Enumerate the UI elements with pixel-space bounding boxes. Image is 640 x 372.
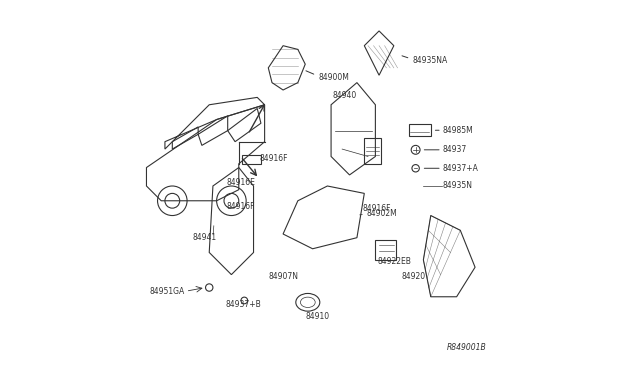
Text: 84951GA: 84951GA xyxy=(150,287,185,296)
Text: 84937+B: 84937+B xyxy=(226,300,262,310)
Text: 84922EB: 84922EB xyxy=(377,257,411,266)
Text: 84935NA: 84935NA xyxy=(412,56,447,65)
Text: 84935N: 84935N xyxy=(443,182,472,190)
Text: 84916F: 84916F xyxy=(227,202,255,211)
Text: 84902M: 84902M xyxy=(366,209,397,218)
Text: 84940: 84940 xyxy=(333,91,357,100)
Text: 84916E: 84916E xyxy=(227,178,256,187)
Text: 84937+A: 84937+A xyxy=(443,164,479,173)
Text: 84907N: 84907N xyxy=(268,272,298,281)
Text: R849001B: R849001B xyxy=(447,343,486,352)
Text: 84985M: 84985M xyxy=(443,126,474,135)
Text: 84916F: 84916F xyxy=(259,154,287,163)
Text: 84916F: 84916F xyxy=(362,203,391,213)
Text: 84900M: 84900M xyxy=(318,73,349,81)
Text: 84937: 84937 xyxy=(443,145,467,154)
Text: 84941: 84941 xyxy=(193,233,217,242)
Text: 84920: 84920 xyxy=(401,272,426,281)
Text: 84910: 84910 xyxy=(306,312,330,321)
